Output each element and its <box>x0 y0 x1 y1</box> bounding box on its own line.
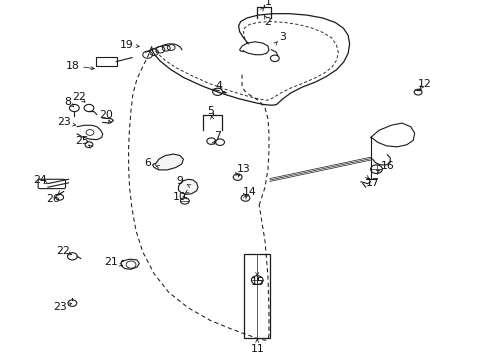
Text: 25: 25 <box>75 136 89 146</box>
Text: 1: 1 <box>264 0 271 7</box>
Text: 9: 9 <box>176 176 183 186</box>
Text: 24: 24 <box>33 175 47 185</box>
Text: 22: 22 <box>56 246 69 256</box>
Text: 8: 8 <box>64 96 71 107</box>
Text: 14: 14 <box>242 186 256 197</box>
Text: 22: 22 <box>72 92 86 102</box>
Text: 12: 12 <box>417 78 430 89</box>
Text: 7: 7 <box>214 131 221 141</box>
Text: 19: 19 <box>119 40 133 50</box>
Text: 17: 17 <box>365 178 379 188</box>
Text: 11: 11 <box>250 344 264 354</box>
Text: 5: 5 <box>206 106 213 116</box>
Text: 2: 2 <box>264 17 271 27</box>
Text: 6: 6 <box>144 158 151 168</box>
Text: 18: 18 <box>65 60 79 71</box>
Text: 23: 23 <box>57 117 70 127</box>
Text: 13: 13 <box>236 164 250 174</box>
Text: 15: 15 <box>250 276 264 287</box>
Text: 4: 4 <box>215 81 222 91</box>
Text: 10: 10 <box>173 192 186 202</box>
Text: 23: 23 <box>53 302 66 312</box>
Text: 26: 26 <box>46 194 60 204</box>
Text: 16: 16 <box>380 161 393 171</box>
Polygon shape <box>178 179 198 194</box>
Polygon shape <box>152 154 183 170</box>
Text: 21: 21 <box>104 257 118 267</box>
Text: 20: 20 <box>100 110 113 120</box>
Bar <box>244 254 269 338</box>
Text: 3: 3 <box>279 32 285 42</box>
